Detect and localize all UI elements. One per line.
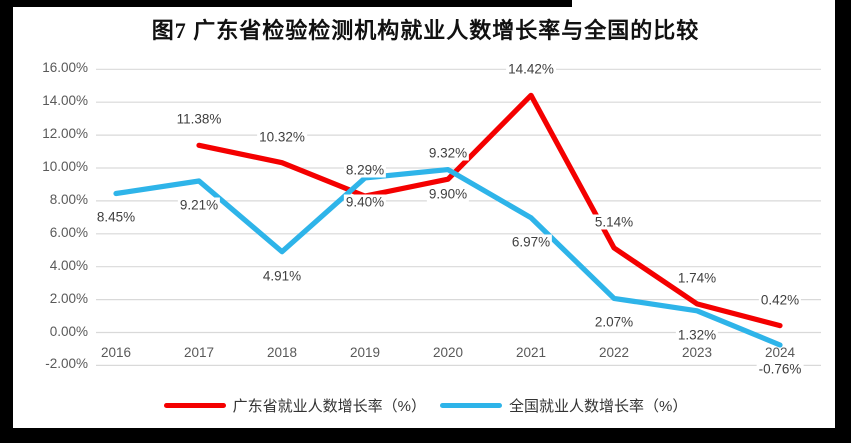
y-axis-tick-label: 10.00% bbox=[42, 159, 88, 174]
y-axis-tick-label: 8.00% bbox=[49, 192, 88, 207]
series-lines bbox=[113, 92, 783, 348]
y-axis-tick-label: 6.00% bbox=[49, 225, 88, 240]
x-axis-tick-label: 2022 bbox=[598, 345, 630, 360]
national-line bbox=[113, 167, 783, 348]
photo-border-top bbox=[0, 0, 572, 7]
x-axis-tick-label: 2017 bbox=[183, 345, 215, 360]
guangdong-line-swatch bbox=[163, 403, 226, 408]
x-axis-tick-label: 2020 bbox=[432, 345, 464, 360]
legend-item-national: 全国就业人数增长率（%） bbox=[440, 395, 687, 416]
guangdong-data-label: 5.14% bbox=[592, 214, 636, 230]
y-axis-tick-label: 16.00% bbox=[42, 60, 88, 75]
guangdong-data-label: 11.38% bbox=[174, 111, 224, 127]
national-data-label: 4.91% bbox=[260, 268, 304, 284]
chart-title: 图7 广东省检验检测机构就业人数增长率与全国的比较 bbox=[151, 18, 700, 43]
y-axis-tick-label: 4.00% bbox=[49, 258, 88, 273]
national-legend-label: 全国就业人数增长率（%） bbox=[509, 398, 688, 415]
guangdong-data-label: 14.42% bbox=[506, 61, 556, 77]
national-data-label: 1.32% bbox=[675, 327, 719, 343]
x-axis-tick-label: 2024 bbox=[764, 345, 796, 360]
y-axis-tick-label: 12.00% bbox=[42, 126, 88, 141]
x-axis-tick-label: 2018 bbox=[266, 345, 298, 360]
national-line-swatch bbox=[440, 403, 502, 408]
national-data-label: -0.76% bbox=[756, 361, 804, 377]
guangdong-data-label: 10.32% bbox=[257, 129, 307, 145]
y-axis-tick-label: 2.00% bbox=[49, 291, 88, 306]
guangdong-line bbox=[196, 92, 783, 329]
photo-border-left bbox=[0, 0, 13, 443]
guangdong-legend-label: 广东省就业人数增长率（%） bbox=[232, 398, 426, 415]
national-data-label: 9.40% bbox=[343, 194, 387, 210]
guangdong-data-label: 0.42% bbox=[758, 292, 802, 308]
y-axis-tick-label: -2.00% bbox=[45, 356, 88, 371]
national-data-label: 6.97% bbox=[509, 234, 553, 250]
x-axis-tick-label: 2023 bbox=[681, 345, 713, 360]
legend-item-guangdong: 广东省就业人数增长率（%） bbox=[163, 395, 426, 416]
y-axis-tick-label: 0.00% bbox=[49, 324, 88, 339]
national-data-label: 9.21% bbox=[177, 197, 221, 213]
x-axis-tick-label: 2021 bbox=[515, 345, 547, 360]
x-axis-tick-label: 2016 bbox=[100, 345, 132, 360]
national-data-label: 8.45% bbox=[94, 209, 138, 225]
x-axis-tick-label: 2019 bbox=[349, 345, 381, 360]
national-data-label: 2.07% bbox=[592, 314, 636, 330]
y-axis-tick-label: 14.00% bbox=[42, 93, 88, 108]
national-data-label: 9.90% bbox=[426, 186, 470, 202]
legend: 广东省就业人数增长率（%） 全国就业人数增长率（%） bbox=[0, 395, 851, 416]
photo-border-bottom bbox=[0, 428, 851, 443]
photo-border-right bbox=[835, 0, 851, 443]
guangdong-data-label: 9.32% bbox=[426, 145, 470, 161]
guangdong-data-label: 1.74% bbox=[675, 270, 719, 286]
guangdong-data-label: 8.29% bbox=[343, 162, 387, 178]
